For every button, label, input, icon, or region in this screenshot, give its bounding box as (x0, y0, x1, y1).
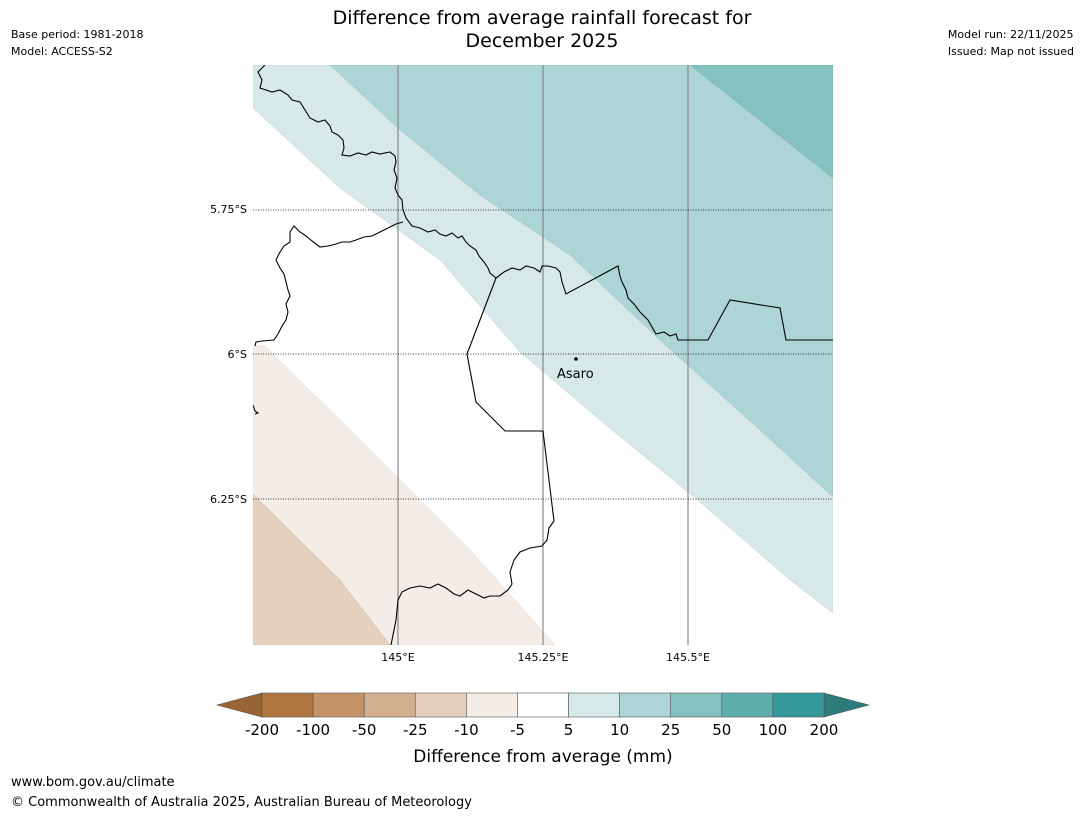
map-plot-area (253, 65, 833, 645)
lon-label-145-5: 145.5°E (666, 651, 710, 664)
lat-label-5-75: 5.75°S (210, 203, 247, 216)
colorbar-tick-label: -200 (245, 721, 279, 739)
colorbar-bin-8 (670, 692, 723, 718)
colorbar-bin-9 (721, 692, 774, 718)
colorbar-under-arrow (215, 692, 263, 718)
colorbar-tick-label: 200 (810, 721, 839, 739)
colorbar-tick-label: -10 (454, 721, 479, 739)
colorbar-bin-5 (517, 692, 569, 718)
model-run: Model run: 22/11/2025 (947, 28, 1074, 41)
title-line-1: Difference from average rainfall forecas… (332, 7, 752, 29)
lon-label-145-25: 145.25°E (518, 651, 569, 664)
band-25-to-50 (689, 65, 833, 179)
band-10-to-25 (329, 65, 833, 498)
asaro-label: Asaro (557, 367, 594, 382)
colorbar-tick-label: 5 (564, 721, 574, 739)
colorbar-bin-4 (466, 692, 518, 718)
boundary-northwest (257, 65, 497, 279)
colorbar-bin-6 (568, 692, 620, 718)
boundary-fragment-west (253, 404, 260, 415)
title-line-2: December 2025 (465, 30, 619, 52)
footer-url: www.bom.gov.au/climate (11, 775, 175, 790)
boundary-central (390, 277, 555, 645)
colorbar-tick-label: 100 (759, 721, 788, 739)
colorbar-tick-label: 10 (610, 721, 629, 739)
colorbar-bin-7 (619, 692, 672, 718)
boundary-northeast (495, 265, 833, 341)
run-info: Model run: 22/11/2025 Issued: Map not is… (948, 26, 1074, 60)
colorbar-tick-label: -100 (296, 721, 330, 739)
colorbar-bin-1 (312, 692, 365, 718)
lat-label-6: 6°S (228, 348, 247, 361)
colorbar-label: Difference from average (mm) (413, 747, 672, 767)
colorbar-over-arrow (823, 692, 871, 718)
colorbar-tick-label: -50 (352, 721, 377, 739)
model-name: Model: ACCESS-S2 (11, 45, 113, 58)
colorbar-bin-10 (772, 692, 825, 718)
base-period: Base period: 1981-2018 (11, 28, 144, 41)
colorbar-bin-3 (414, 692, 467, 718)
colorbar: -200 -100 -50 -25 -10 -5 5 10 25 50 100 200 (215, 692, 871, 739)
colorbar-tick-label: 25 (661, 721, 680, 739)
lon-label-145: 145°E (381, 651, 414, 664)
colorbar-tick-label: -5 (510, 721, 525, 739)
colorbar-tick-label: -25 (403, 721, 428, 739)
issued-status: Issued: Map not issued (947, 45, 1074, 58)
footer-copyright: © Commonwealth of Australia 2025, Austra… (11, 795, 472, 810)
asaro-marker (574, 357, 578, 361)
lat-label-6-25: 6.25°S (210, 493, 247, 506)
map-title: Difference from average rainfall forecas… (242, 7, 842, 53)
colorbar-bin-2 (363, 692, 416, 718)
model-info: Base period: 1981-2018 Model: ACCESS-S2 (11, 26, 143, 60)
band-minus-10-to-minus-25 (253, 493, 391, 645)
colorbar-tick-label: 50 (712, 721, 731, 739)
colorbar-bin-0 (261, 692, 314, 718)
boundary-west (254, 221, 404, 347)
